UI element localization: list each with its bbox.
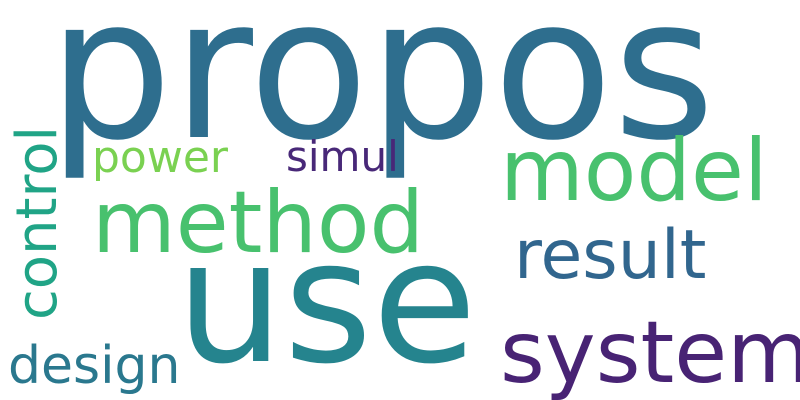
- word-simul: simul: [286, 132, 399, 181]
- word-control: control: [5, 125, 70, 320]
- word-design: design: [8, 336, 181, 396]
- word-use: use: [176, 204, 477, 400]
- word-propos: propos: [48, 0, 716, 184]
- word-result: result: [514, 216, 707, 295]
- word-model: model: [500, 121, 768, 221]
- word-power: power: [92, 132, 228, 183]
- word-system: system: [500, 303, 800, 400]
- word-method: method: [92, 173, 425, 273]
